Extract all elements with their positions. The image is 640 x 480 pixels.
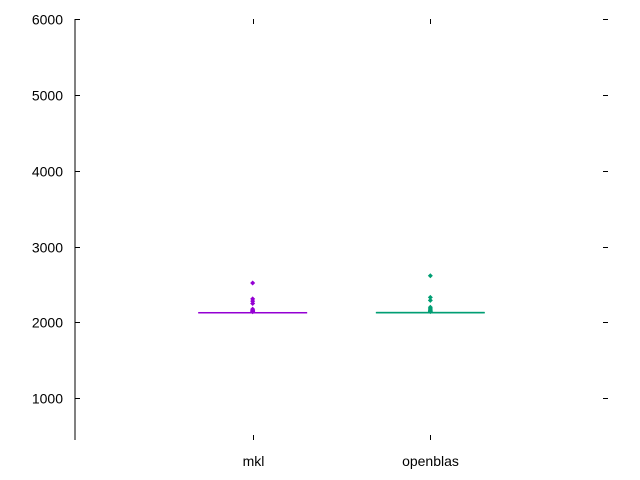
outlier-point — [250, 280, 256, 286]
x-tick-label: openblas — [402, 453, 459, 469]
outlier-point — [427, 273, 433, 279]
x-tick-label: mkl — [243, 453, 265, 469]
boxes — [198, 273, 485, 315]
outlier-point — [250, 300, 256, 306]
outlier-point — [250, 309, 256, 315]
outlier-point — [427, 309, 433, 315]
y-tick-label: 2000 — [32, 315, 63, 331]
x-axis-ticks: mkl openblas — [243, 19, 459, 469]
outlier-point — [427, 297, 433, 303]
outlier-point — [427, 294, 433, 300]
box-openblas — [375, 273, 485, 315]
y-axis-ticks: 1000 2000 3000 4000 5000 6000 — [32, 12, 608, 407]
y-tick-label: 6000 — [32, 12, 63, 28]
box-mkl — [198, 280, 308, 315]
y-tick-label: 4000 — [32, 164, 63, 180]
y-tick-label: 1000 — [32, 391, 63, 407]
y-tick-label: 5000 — [32, 88, 63, 104]
y-tick-label: 3000 — [32, 240, 63, 256]
